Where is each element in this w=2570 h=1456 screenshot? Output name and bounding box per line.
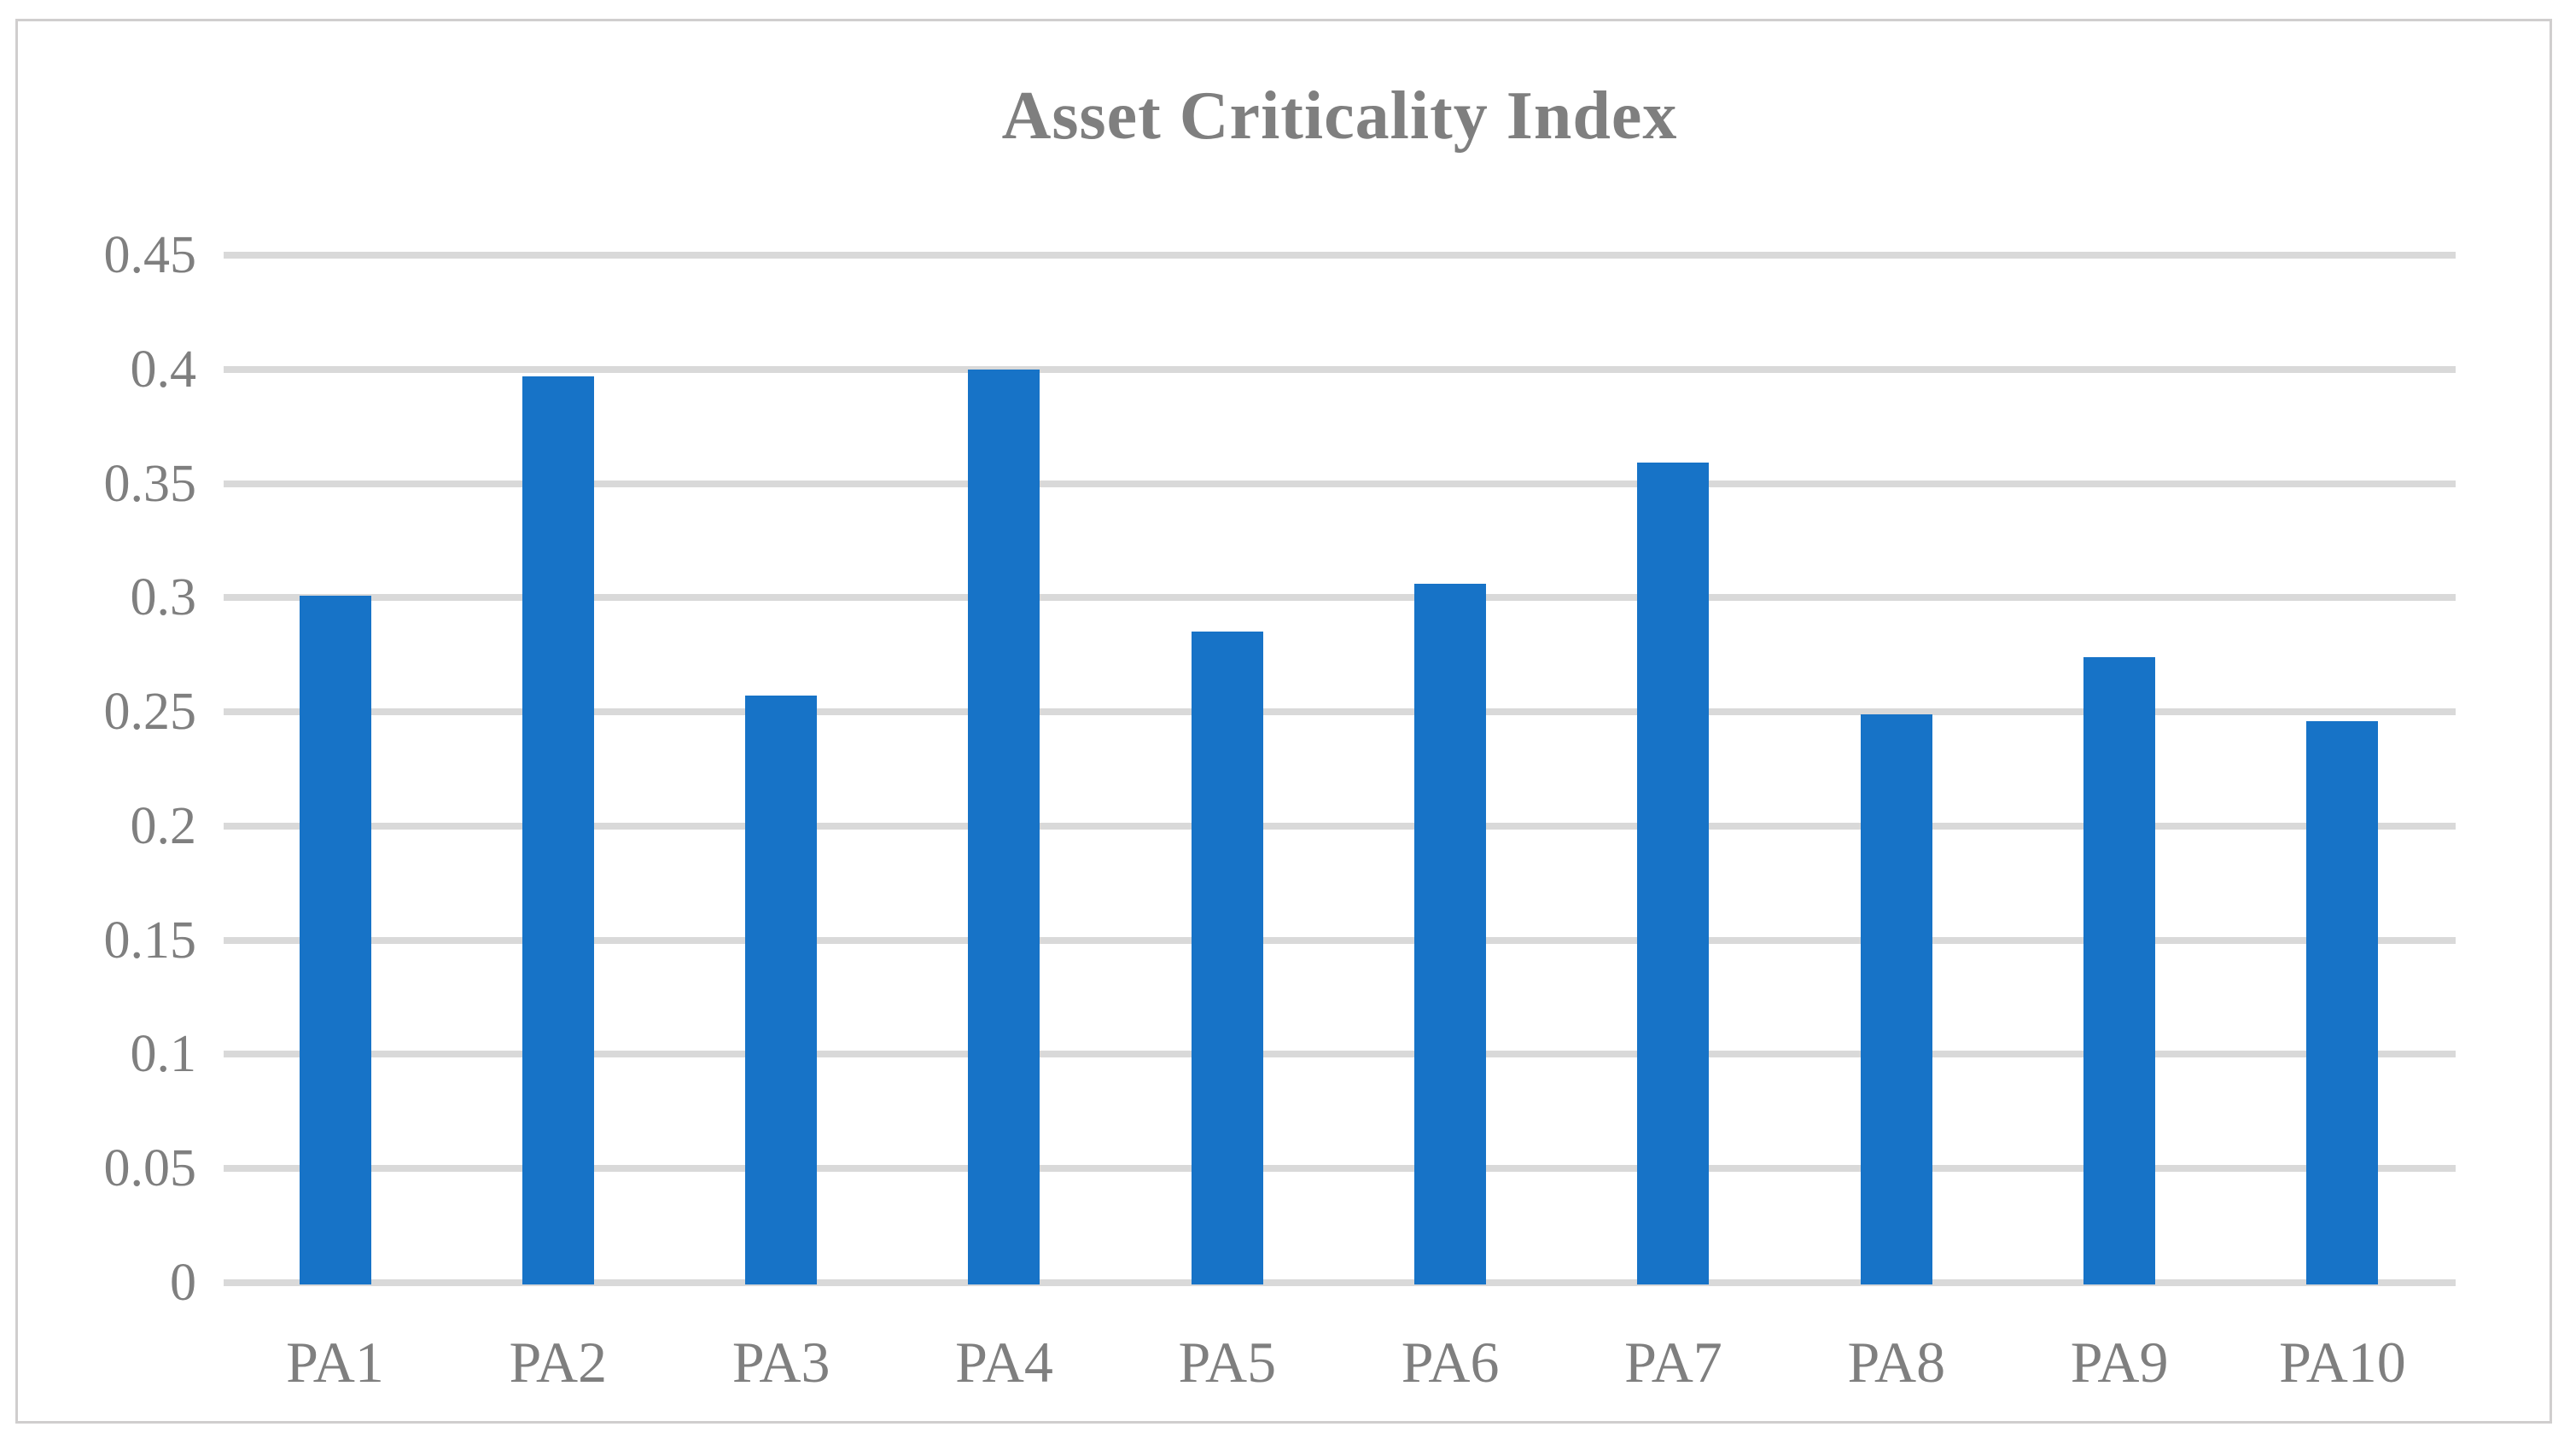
x-axis-tick-pa9: PA9	[2070, 1330, 2169, 1395]
gridline-0.25	[224, 708, 2456, 716]
chart-title: Asset Criticality Index	[1001, 79, 1678, 154]
bar-pa5	[1191, 632, 1263, 1284]
y-axis-tick-0.4: 0.4	[130, 340, 197, 399]
y-axis-tick-0.45: 0.45	[103, 225, 197, 284]
bar-pa8	[1860, 713, 1932, 1284]
gridline-0.3	[224, 594, 2456, 602]
y-axis-tick-0.15: 0.15	[103, 911, 197, 970]
gridline-0.2	[224, 822, 2456, 830]
x-axis-tick-pa5: PA5	[1178, 1330, 1277, 1395]
y-axis-tick-0.35: 0.35	[103, 454, 197, 513]
bar-pa3	[745, 696, 818, 1284]
gridline-0.1	[224, 1051, 2456, 1058]
x-axis-tick-pa3: PA3	[731, 1330, 830, 1395]
x-axis-tick-pa4: PA4	[955, 1330, 1053, 1395]
bar-pa2	[522, 376, 594, 1284]
gridline-0.15	[224, 936, 2456, 944]
y-axis-tick-0.1: 0.1	[130, 1025, 197, 1084]
gridline-0.4	[224, 365, 2456, 373]
x-axis-tick-pa10: PA10	[2279, 1330, 2406, 1395]
bar-pa9	[2083, 656, 2156, 1284]
bar-pa6	[1414, 584, 1487, 1284]
x-axis-tick-pa7: PA7	[1624, 1330, 1722, 1395]
y-axis-tick-0.25: 0.25	[103, 683, 197, 742]
gridline-0.05	[224, 1165, 2456, 1173]
bar-pa4	[968, 369, 1040, 1284]
y-axis-tick-0.3: 0.3	[130, 568, 197, 627]
bar-pa10	[2306, 720, 2379, 1284]
x-axis-tick-pa8: PA8	[1847, 1330, 1946, 1395]
bar-pa1	[299, 595, 371, 1284]
gridline-0	[224, 1279, 2456, 1286]
x-axis-tick-pa6: PA6	[1401, 1330, 1500, 1395]
bar-pa7	[1637, 463, 1710, 1284]
gridline-0.35	[224, 480, 2456, 487]
x-axis-tick-pa1: PA1	[286, 1330, 384, 1395]
y-axis-tick-0.2: 0.2	[130, 796, 197, 855]
gridline-0.45	[224, 251, 2456, 259]
y-axis-tick-0.05: 0.05	[103, 1139, 197, 1198]
x-axis-tick-pa2: PA2	[509, 1330, 608, 1395]
y-axis-tick-0: 0	[170, 1254, 196, 1312]
